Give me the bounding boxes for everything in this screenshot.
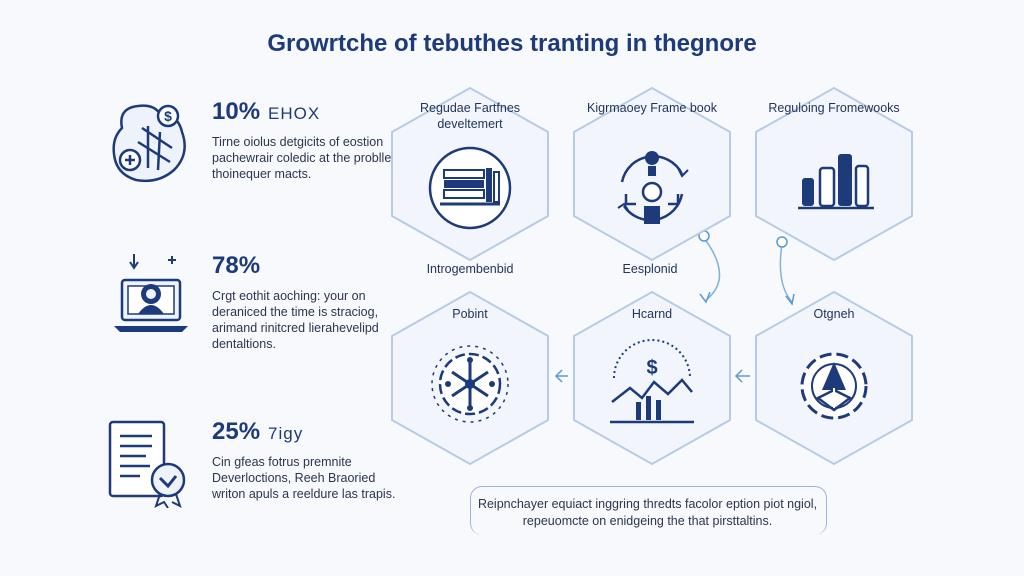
hex-label: Hcarnd [631, 307, 673, 321]
hex-label: Kigrmaoey Frame book [587, 101, 717, 115]
hex-card-top-3[interactable]: Reguloing Fromewooks [752, 86, 916, 262]
footer-bracket [470, 486, 827, 535]
stat-percent: 78% [212, 252, 261, 279]
document-shelf-icon [428, 146, 512, 230]
stat-tag: EHOX [268, 104, 321, 123]
connector-label-2: Eesplonid [622, 262, 678, 276]
shield-money-icon: $ [112, 104, 186, 183]
stat-description: Cin gfeas fotrus premnite Deverloctions,… [212, 455, 396, 501]
laptop-person-icon [114, 254, 188, 332]
hex-label: Reguloing Fromewooks [768, 101, 900, 115]
bar-stack-icon [798, 154, 874, 210]
stat-description: Crgt eothit aoching: your on deraniced t… [212, 289, 379, 351]
stat-tag: 7igy [268, 424, 304, 443]
hex-label: Otgneh [813, 307, 855, 321]
hex-card-bottom-1[interactable]: Pobint [388, 290, 552, 466]
connector-label-1: Introgembenbid [426, 262, 514, 276]
gear-arrows-icon [800, 352, 868, 420]
hex-card-top-1[interactable]: Regudae Fartfnes develtemert [388, 86, 552, 262]
hex-label: Pobint [452, 307, 488, 321]
hex-card-bottom-2[interactable]: Hcarnd $ [570, 290, 734, 466]
stat-percent: 25% 7igy [212, 418, 304, 445]
dollar-chart-icon: $ [610, 339, 694, 424]
page-title: Growrtche of tebuthes tranting in thegno… [267, 30, 757, 57]
hex-card-top-2[interactable]: Kigrmaoey Frame book [570, 86, 734, 262]
hex-card-bottom-3[interactable]: Otgneh [752, 290, 916, 466]
stat-percent: 10% EHOX [212, 98, 321, 125]
hex-label: Regudae Fartfnes develtemert [419, 101, 521, 131]
cycle-people-icon [617, 151, 689, 224]
gear-network-icon [431, 345, 509, 423]
footer-note: Reipnchayer equiact inggring thredts fac… [477, 497, 818, 528]
svg-text:$: $ [164, 108, 172, 124]
certificate-icon [108, 420, 186, 508]
stat-description: Tirne oiolus detgicits of eostion pachew… [212, 135, 398, 181]
svg-text:$: $ [646, 357, 657, 379]
